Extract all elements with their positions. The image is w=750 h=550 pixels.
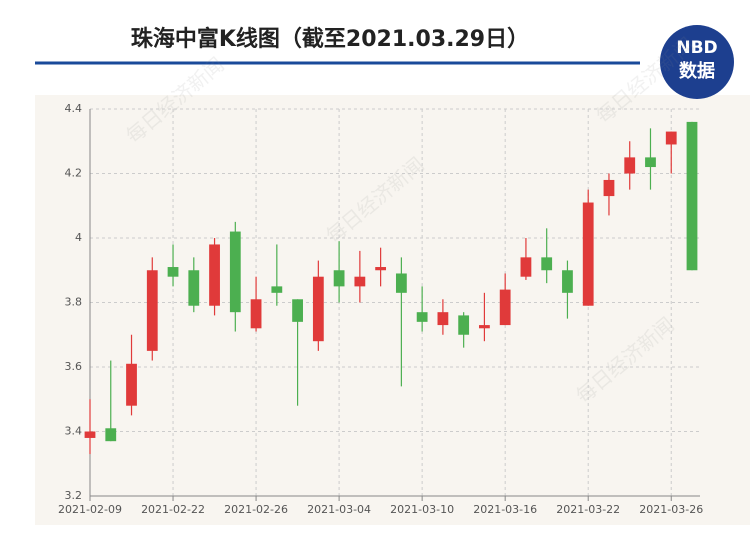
candle-body: [167, 267, 179, 277]
candle-body: [686, 121, 698, 271]
candle-body: [603, 179, 615, 197]
candle-body: [146, 270, 158, 351]
candle-body: [312, 276, 324, 342]
x-tick-label: 2021-03-22: [556, 503, 620, 516]
y-tick-label: 3.4: [65, 425, 83, 438]
logo-top: NBD: [676, 38, 717, 58]
x-tick-label: 2021-02-26: [224, 503, 288, 516]
candle-body: [541, 257, 553, 271]
x-tick-label: 2021-03-26: [639, 503, 703, 516]
x-tick-label: 2021-03-10: [390, 503, 454, 516]
y-tick-label: 4.2: [65, 167, 83, 180]
logo-bottom: 数据: [679, 60, 715, 82]
candle-body: [416, 312, 428, 322]
x-tick-label: 2021-02-09: [58, 503, 122, 516]
x-tick-label: 2021-03-04: [307, 503, 371, 516]
candle-body: [271, 286, 283, 293]
x-tick-label: 2021-02-22: [141, 503, 205, 516]
candle-body: [665, 131, 677, 145]
plot-background: [35, 95, 750, 525]
candle-body: [250, 299, 262, 329]
candle-body: [105, 428, 117, 442]
candle-body: [126, 363, 137, 406]
candle-body: [479, 325, 490, 329]
candle-body: [209, 244, 220, 306]
chart-title: 珠海中富K线图（截至2021.03.29日）: [131, 26, 529, 52]
candle-body: [437, 312, 449, 326]
candle-body: [499, 289, 511, 326]
candle-body: [354, 276, 366, 287]
y-tick-label: 3.2: [65, 489, 83, 502]
candle-body: [520, 257, 532, 277]
candle-body: [624, 157, 636, 174]
candle-body: [395, 273, 407, 293]
x-tick-label: 2021-03-16: [473, 503, 537, 516]
candle-body: [562, 270, 573, 293]
candle-body: [333, 270, 345, 287]
candle-body: [188, 270, 200, 306]
y-tick-label: 4.4: [65, 102, 83, 115]
candle-body: [84, 431, 96, 438]
y-tick-label: 3.8: [65, 296, 83, 309]
logo: [660, 25, 734, 99]
candle-body: [292, 299, 303, 322]
y-tick-label: 4: [75, 231, 82, 244]
candle-body: [375, 267, 387, 271]
candle-body: [645, 157, 656, 168]
candle-body: [458, 315, 470, 335]
y-tick-label: 3.6: [65, 360, 83, 373]
candle-body: [582, 202, 594, 306]
candle-body: [229, 231, 241, 313]
